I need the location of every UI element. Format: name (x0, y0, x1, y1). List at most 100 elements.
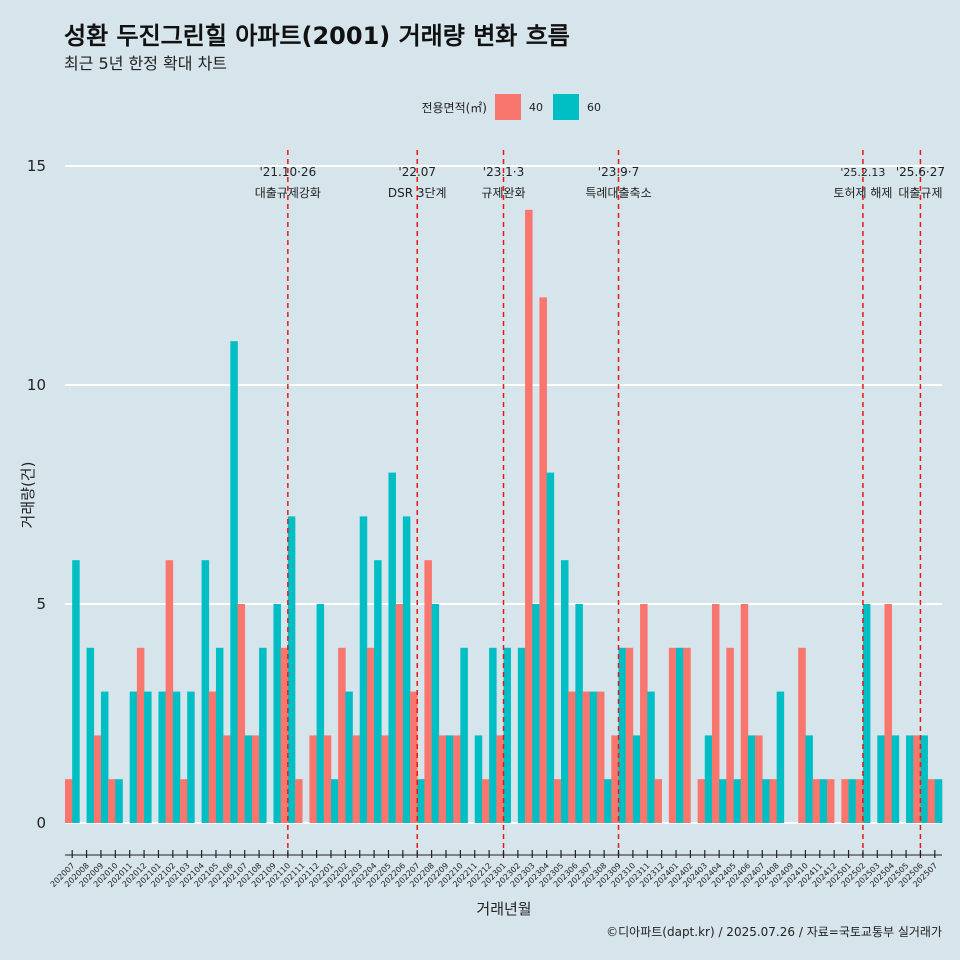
bar-202412-40 (826, 779, 835, 823)
chart-title: 성환 두진그린힐 아파트(2001) 거래량 변화 흐름 (64, 22, 570, 50)
bar-202111-40 (295, 779, 303, 823)
bar-202405-40 (726, 647, 734, 823)
bar-202010-60 (115, 779, 123, 823)
bar-202106-40 (223, 735, 231, 823)
bar-202502-60 (862, 604, 871, 823)
bar-202408-60 (776, 691, 785, 823)
bar-202505-60 (906, 735, 914, 823)
bar-202208-60 (431, 604, 440, 823)
event-date-4: '25.2.13 (840, 166, 885, 179)
bar-202502-40 (855, 779, 864, 823)
bar-202202-40 (338, 647, 346, 823)
bar-202009-60 (100, 691, 109, 823)
bar-202506-60 (920, 735, 928, 823)
bar-202503-60 (877, 735, 885, 823)
bar-202008-60 (86, 647, 95, 823)
bar-202501-60 (848, 779, 857, 823)
bar-202009-40 (93, 735, 102, 823)
bar-202105-40 (208, 691, 217, 823)
caption: ©디아파트(dapt.kr) / 2025.07.26 / 자료=국토교통부 실… (606, 925, 942, 939)
bar-202201-40 (323, 735, 332, 823)
y-tick-label-15: 15 (27, 157, 46, 175)
event-label-3: 특례대출축소 (585, 186, 651, 200)
bar-202106-60 (230, 341, 238, 823)
chart-subtitle: 최근 5년 한정 확대 차트 (64, 54, 227, 73)
bar-202402-40 (683, 647, 691, 823)
y-tick-label-5: 5 (36, 595, 46, 613)
bar-202309-60 (618, 647, 627, 823)
bar-202105-60 (215, 647, 224, 823)
bar-202303-60 (532, 604, 540, 823)
bar-202302-60 (517, 647, 526, 823)
bar-202007-40 (65, 779, 73, 823)
x-axis-label: 거래년월 (476, 900, 531, 918)
bar-202304-40 (539, 297, 547, 823)
bar-202407-60 (762, 779, 770, 823)
bar-202112-60 (316, 604, 325, 823)
event-date-1: '22.07 (398, 165, 436, 179)
bar-202306-40 (568, 691, 576, 823)
y-tick-label-10: 10 (27, 376, 46, 394)
bar-202304-60 (546, 472, 555, 823)
bar-202501-40 (841, 779, 849, 823)
bar-202311-40 (640, 604, 648, 823)
bar-202101-60 (158, 691, 166, 823)
event-label-0: 대출규제강화 (255, 186, 321, 200)
bar-202007-60 (72, 560, 80, 823)
bar-202305-60 (561, 560, 569, 823)
bar-202310-40 (625, 647, 634, 823)
bar-202406-60 (747, 735, 756, 823)
bar-202406-40 (740, 604, 749, 823)
bar-202205-40 (381, 735, 389, 823)
bar-202108-40 (251, 735, 260, 823)
bar-202210-60 (460, 647, 468, 823)
bar-202408-40 (769, 779, 777, 823)
legend-label-60: 60 (587, 101, 601, 114)
bar-202404-60 (719, 779, 727, 823)
x-axis: 2020072020082020092020102020112020122021… (49, 850, 942, 889)
bar-202201-60 (330, 779, 339, 823)
bar-202103-60 (187, 691, 195, 823)
bar-202204-60 (374, 560, 382, 823)
event-label-1: DSR 3단계 (388, 186, 447, 200)
bar-202303-40 (525, 209, 533, 824)
bar-202211-60 (474, 735, 483, 823)
bar-202207-40 (410, 691, 418, 823)
bar-202407-40 (755, 735, 763, 823)
bar-202206-40 (395, 604, 404, 823)
bar-202108-60 (259, 647, 267, 823)
bar-202107-40 (237, 604, 246, 823)
bar-202309-40 (611, 735, 619, 823)
bar-202307-40 (582, 691, 591, 823)
bar-202504-60 (891, 735, 900, 823)
bar-202104-60 (201, 560, 210, 823)
y-axis-ticks: 0 5 10 15 (27, 157, 46, 832)
legend-label-40: 40 (529, 101, 543, 114)
legend-swatch-40 (495, 94, 521, 120)
event-label-5: 대출규제 (898, 186, 942, 200)
bar-202204-40 (366, 647, 375, 823)
bar-202206-60 (402, 516, 411, 823)
bar-202110-60 (287, 516, 296, 823)
bar-202307-60 (589, 691, 598, 823)
bar-202410-40 (798, 647, 806, 823)
event-date-5: '25.6·27 (896, 165, 945, 179)
bar-202504-40 (884, 604, 892, 823)
bar-202403-40 (697, 779, 706, 823)
event-markers: '21.10·26 대출규제강화 '22.07 DSR 3단계 '23.1·3 규제완화 '… (255, 150, 945, 855)
bar-202306-60 (575, 604, 583, 823)
legend: 전용면적(㎡) 40 60 (421, 94, 601, 120)
bar-202404-40 (711, 604, 720, 823)
bar-202308-40 (596, 691, 605, 823)
bar-202209-40 (438, 735, 447, 823)
bar-202109-60 (273, 604, 281, 823)
bar-202411-40 (812, 779, 821, 823)
bar-202411-60 (819, 779, 828, 823)
bar-202103-40 (180, 779, 188, 823)
bar-202203-60 (359, 516, 368, 823)
y-axis-label: 거래량(건) (19, 462, 37, 529)
bar-202210-40 (453, 735, 461, 823)
y-tick-label-0: 0 (36, 814, 46, 832)
event-label-4: 토허제 해제 (833, 186, 892, 200)
bar-202403-60 (704, 735, 713, 823)
